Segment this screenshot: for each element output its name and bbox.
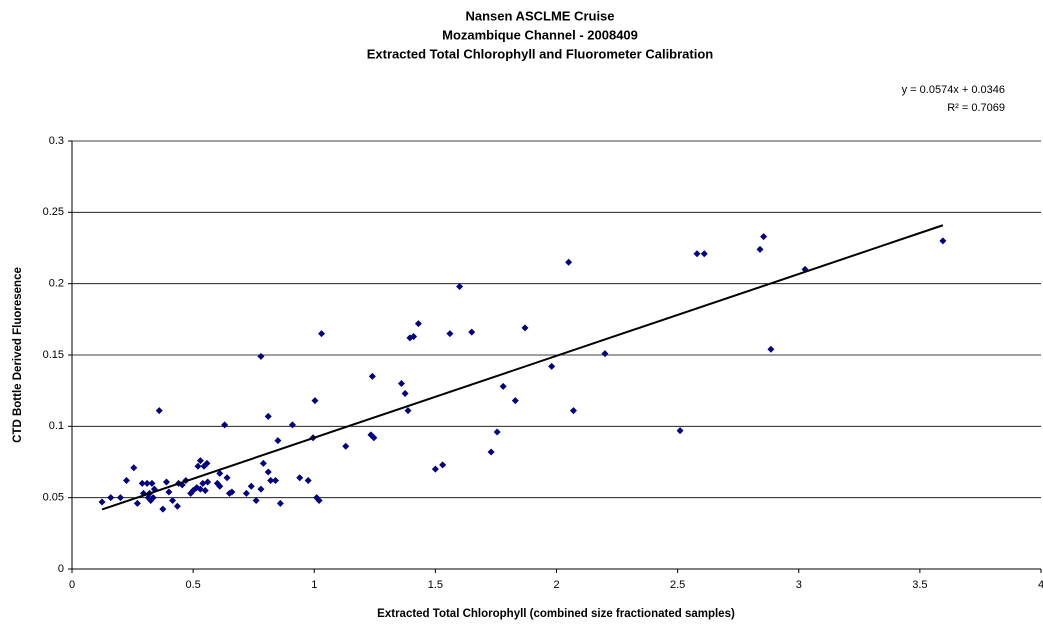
trendline-equation: y = 0.0574x + 0.0346 — [902, 84, 1005, 96]
scatter-point — [148, 479, 156, 487]
scatter-point — [143, 479, 151, 487]
scatter-point — [173, 502, 181, 510]
scatter-point — [264, 412, 272, 420]
scatter-point — [169, 497, 177, 505]
scatter-point — [468, 328, 476, 336]
scatter-point — [228, 488, 236, 496]
scatter-point — [456, 283, 464, 291]
trendline-r2: R² = 0.7069 — [947, 102, 1005, 114]
x-axis-title: Extracted Total Chlorophyll (combined si… — [377, 608, 735, 620]
scatter-point — [107, 494, 115, 502]
scatter-point — [123, 477, 131, 485]
y-axis-title: CTD Bottle Derived Fluoresence — [12, 267, 24, 443]
scatter-point — [410, 332, 418, 340]
scatter-point — [259, 459, 267, 467]
x-tick-label: 0 — [69, 579, 75, 591]
scatter-point — [204, 478, 212, 486]
y-tick-label: 0.1 — [49, 420, 64, 432]
scatter-point — [342, 442, 350, 450]
x-tick-label: 4 — [1038, 579, 1043, 591]
scatter-point — [315, 497, 323, 505]
trendline — [101, 224, 944, 511]
y-tick-label: 0.05 — [43, 492, 64, 504]
scatter-point — [288, 421, 296, 429]
scatter-point — [242, 489, 250, 497]
scatter-point — [487, 448, 495, 456]
scatter-point — [368, 372, 376, 380]
scatter-point — [767, 345, 775, 353]
scatter-point — [404, 407, 412, 415]
scatter-point — [760, 233, 768, 241]
scatter-point — [271, 477, 279, 485]
scatter-point — [247, 482, 255, 490]
scatter-point — [693, 250, 701, 258]
scatter-point — [499, 382, 507, 390]
scatter-point — [700, 250, 708, 258]
scatter-point — [159, 505, 167, 513]
chart-title: Mozambique Channel - 2008409 — [442, 27, 638, 42]
scatter-point — [370, 434, 378, 442]
scatter-point — [276, 499, 284, 507]
scatter-point — [216, 469, 224, 477]
scatter-point — [565, 258, 573, 266]
x-tick-label: 3 — [796, 579, 802, 591]
scatter-point — [304, 477, 312, 485]
scatter-point — [264, 468, 272, 476]
scatter-point — [155, 407, 163, 415]
scatter-point — [676, 427, 684, 435]
scatter-point — [165, 488, 173, 496]
scatter-point — [196, 457, 204, 465]
scatter-point — [439, 461, 447, 469]
scatter-point — [98, 498, 106, 506]
y-tick-label: 0.3 — [49, 135, 64, 147]
scatter-point — [203, 459, 211, 467]
chart-title: Nansen ASCLME Cruise — [465, 8, 614, 23]
scatter-point — [216, 482, 224, 490]
scatter-point — [274, 437, 282, 445]
scatter-point — [296, 474, 304, 482]
scatter-point — [521, 324, 529, 332]
scatter-point — [446, 330, 454, 338]
scatter-point — [401, 390, 409, 398]
scatter-point — [397, 380, 405, 388]
scatter-point — [162, 478, 170, 486]
x-tick-label: 1.5 — [428, 579, 443, 591]
scatter-point — [116, 494, 124, 502]
scatter-point — [257, 485, 265, 493]
chart-title: Extracted Total Chlorophyll and Fluorome… — [367, 46, 714, 61]
x-tick-label: 0.5 — [185, 579, 200, 591]
scatter-point — [133, 499, 141, 507]
scatter-point — [601, 350, 609, 358]
y-tick-label: 0.15 — [43, 349, 64, 361]
scatter-point — [194, 462, 202, 470]
scatter-point — [756, 245, 764, 253]
scatter-point — [939, 237, 947, 245]
scatter-point — [569, 407, 577, 415]
x-tick-label: 1 — [311, 579, 317, 591]
scatter-point — [318, 330, 326, 338]
scatter-point — [149, 494, 157, 502]
scatter-point — [221, 421, 229, 429]
y-tick-label: 0.25 — [43, 206, 64, 218]
x-tick-label: 3.5 — [912, 579, 927, 591]
y-tick-label: 0 — [58, 563, 64, 575]
scatter-point — [252, 497, 260, 505]
x-tick-label: 2 — [553, 579, 559, 591]
scatter-point — [511, 397, 519, 405]
scatter-point — [311, 397, 319, 405]
scatter-point — [431, 465, 439, 473]
scatter-point — [223, 474, 231, 482]
scatter-point — [548, 362, 556, 370]
scatter-point — [138, 479, 146, 487]
scatter-point — [414, 320, 422, 328]
scatter-point — [257, 352, 265, 360]
scatter-point — [493, 428, 501, 436]
scatter-point — [130, 464, 138, 472]
y-tick-label: 0.2 — [49, 278, 64, 290]
scatter-point — [201, 487, 209, 495]
x-tick-label: 2.5 — [670, 579, 685, 591]
scatter-point — [267, 477, 275, 485]
